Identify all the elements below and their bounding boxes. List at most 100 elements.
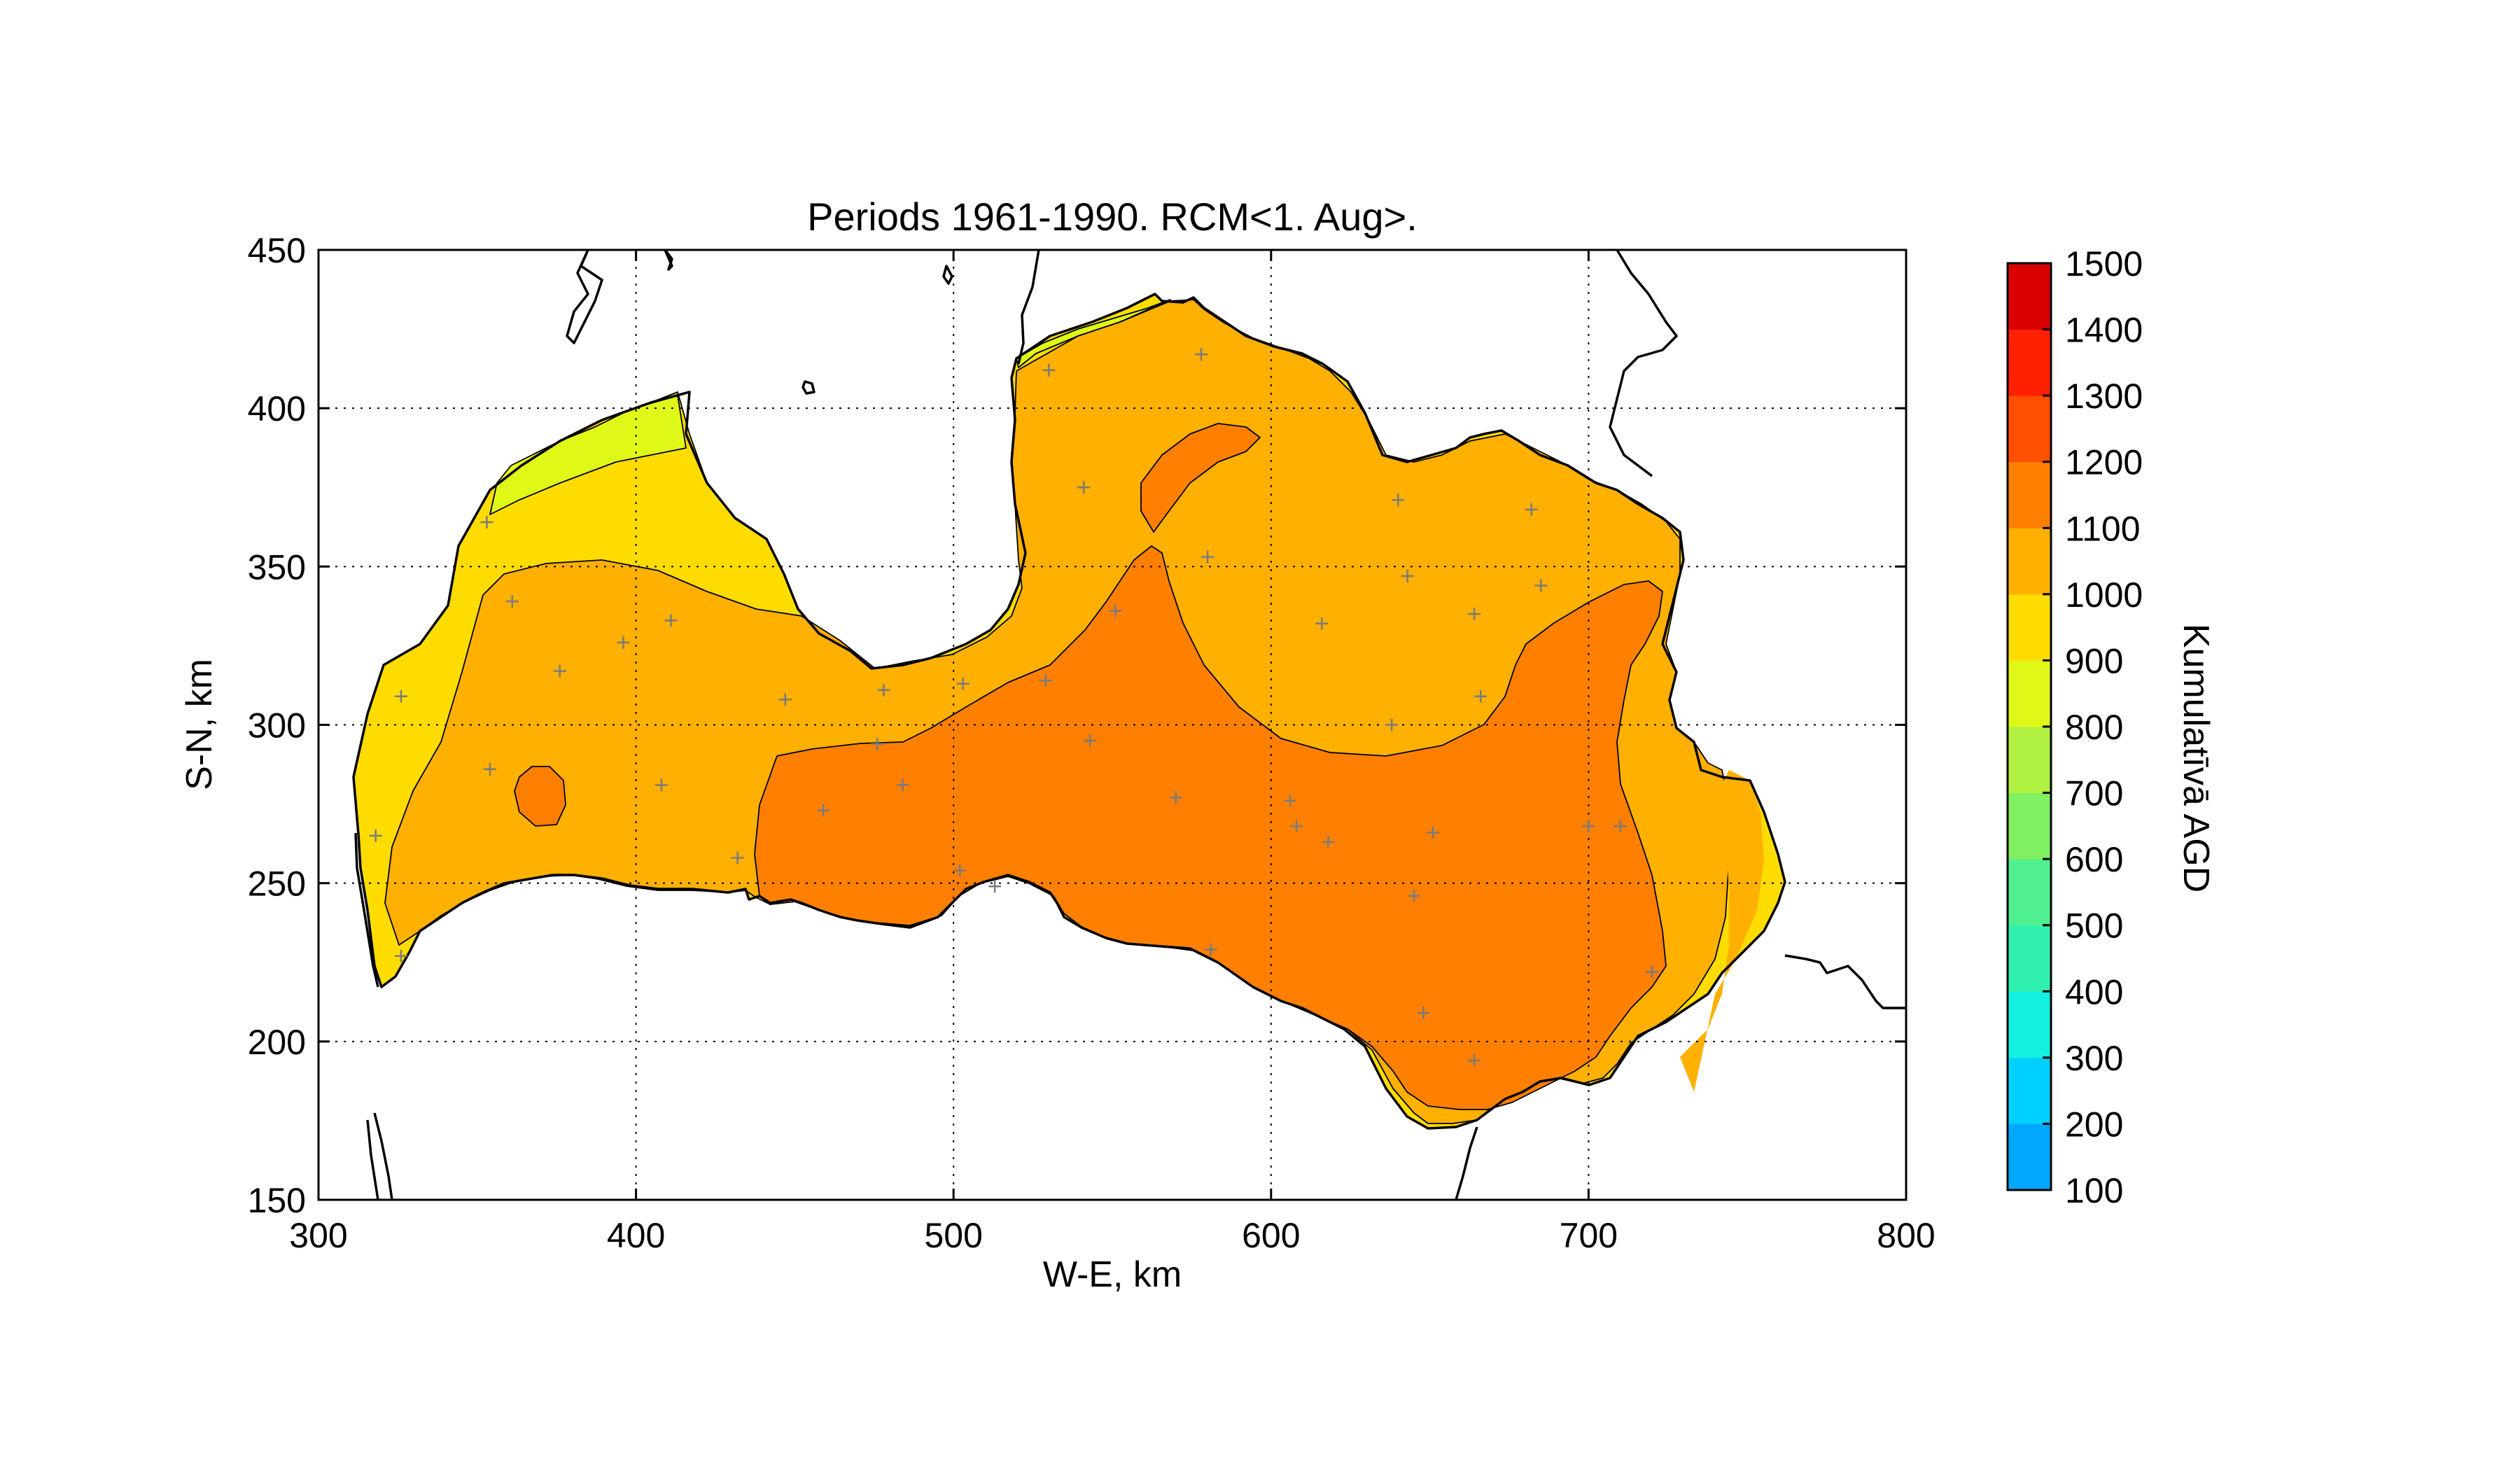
x-tick-label-3: 600	[1242, 1216, 1300, 1255]
station-marker-22	[1201, 550, 1214, 564]
colorbar-tick-label-12: 1300	[2065, 377, 2143, 416]
station-marker-11	[896, 778, 909, 792]
border-russia-belarus	[1784, 954, 1906, 1009]
station-marker-29	[1392, 493, 1405, 507]
colorbar-segment-600-700	[2008, 792, 2051, 860]
colorbar-segment-1200-1300	[2008, 396, 2051, 463]
station-marker-34	[1468, 608, 1481, 621]
station-marker-19	[1109, 604, 1122, 617]
colorbar-tick-label-5: 600	[2065, 840, 2123, 879]
colorbar-segment-500-600	[2008, 859, 2051, 926]
plot-area	[318, 250, 1906, 1200]
y-tick-label-4: 350	[248, 547, 306, 587]
colorbar-segment-1300-1400	[2008, 329, 2051, 396]
station-marker-14	[988, 880, 1002, 893]
y-tick-label-3: 300	[248, 706, 306, 746]
colorbar-segment-900-1000	[2008, 594, 2051, 661]
y-axis-label: S-N, km	[179, 659, 220, 790]
contour-region-1100-1200-west-island	[514, 766, 566, 827]
x-tick-label-2: 500	[924, 1216, 982, 1255]
coastline-estonia-east	[1609, 250, 1678, 477]
colorbar-segment-1000-1100	[2008, 528, 2051, 595]
station-marker-16	[1042, 363, 1056, 377]
chart-title: Periods 1961-1990. RCM<1. Aug>.	[807, 195, 1418, 239]
colorbar-tick-label-13: 1400	[2065, 311, 2143, 350]
station-marker-4	[654, 778, 668, 792]
coastlines	[354, 250, 1906, 1200]
station-marker-8	[817, 804, 830, 817]
station-marker-17	[1077, 481, 1091, 494]
station-marker-27	[1322, 835, 1335, 848]
station-marker-0	[505, 595, 519, 608]
colorbar-tick-label-14: 1500	[2065, 244, 2143, 284]
coastline-island-small	[664, 250, 673, 271]
station-marker-3	[664, 614, 678, 627]
colorbar-segment-200-300	[2008, 1057, 2051, 1124]
station-marker-21	[1195, 348, 1208, 361]
station-marker-20	[1169, 791, 1182, 804]
colorbar-tick-label-10: 1100	[2065, 509, 2141, 548]
coastline-saaremaa	[566, 250, 603, 344]
contour-fills	[353, 293, 1786, 1129]
station-marker-26	[1315, 617, 1329, 630]
station-marker-13	[956, 677, 969, 690]
y-tick-label-1: 200	[248, 1023, 306, 1062]
y-tick-label-0: 150	[248, 1181, 306, 1220]
border-lithuania-south	[1455, 1126, 1478, 1200]
station-marker-18	[1084, 734, 1097, 748]
station-marker-30	[1401, 569, 1414, 582]
coastline-estonia-west	[1017, 250, 1040, 365]
coastline-curonian	[366, 1112, 393, 1200]
colorbar-segment-800-900	[2008, 660, 2051, 727]
latvia-outline	[352, 293, 1786, 1130]
colorbar-segment-300-400	[2008, 991, 2051, 1058]
colorbar-segment-1400-1500	[2008, 263, 2051, 330]
station-marker-23	[1204, 943, 1217, 956]
coastline-latvia-west	[354, 832, 379, 988]
station-marker-45	[480, 516, 493, 529]
station-marker-10	[877, 683, 890, 696]
station-marker-5	[483, 762, 496, 776]
station-marker-35	[1468, 1054, 1481, 1067]
colorbar-tick-label-8: 900	[2065, 641, 2123, 680]
station-marker-9	[871, 737, 884, 750]
station-marker-38	[1534, 579, 1548, 592]
station-marker-37	[1525, 503, 1538, 516]
station-marker-39	[1582, 820, 1595, 833]
colorbar-label: Kumulatīvā AGD	[2176, 624, 2216, 892]
colorbar-tick-label-4: 500	[2065, 906, 2123, 946]
station-marker-25	[1290, 820, 1303, 833]
y-tick-label-2: 250	[248, 864, 306, 904]
station-marker-12	[953, 864, 967, 877]
colorbar-tick-label-6: 700	[2065, 774, 2123, 813]
colorbar-segment-400-500	[2008, 925, 2051, 992]
station-markers	[369, 348, 1659, 1067]
y-tick-label-6: 450	[248, 231, 306, 270]
contour-region-1100-1200-south-east-band	[1680, 770, 1764, 1092]
colorbar: 100 200 300 400 500 600 700 800 900 1000 1100 1200 1…	[2006, 244, 2143, 1210]
station-marker-24	[1284, 794, 1297, 808]
station-marker-33	[1427, 826, 1440, 839]
station-marker-28	[1385, 718, 1399, 732]
colorbar-tick-label-1: 200	[2065, 1105, 2123, 1144]
colorbar-segment-700-800	[2008, 727, 2051, 794]
x-axis-ticks: 300 400 500 600 700 800	[289, 250, 1935, 1255]
station-marker-1	[553, 664, 566, 678]
station-marker-42	[394, 949, 407, 962]
station-marker-32	[1417, 1007, 1430, 1020]
station-marker-36	[1474, 690, 1488, 703]
y-tick-label-5: 400	[248, 389, 306, 428]
colorbar-tick-label-0: 100	[2065, 1171, 2123, 1210]
coastline-island-dot	[942, 265, 953, 285]
x-tick-label-0: 300	[289, 1216, 347, 1255]
station-marker-44	[394, 690, 407, 703]
colorbar-segment-100-200	[2008, 1124, 2051, 1191]
colorbar-tick-label-11: 1200	[2065, 443, 2143, 482]
station-marker-41	[1646, 965, 1659, 979]
x-tick-label-4: 700	[1560, 1216, 1618, 1255]
x-tick-label-1: 400	[607, 1216, 665, 1255]
y-axis-ticks: 150 200 250 300 350 400 450	[248, 231, 1906, 1220]
station-marker-43	[369, 829, 382, 842]
contour-region-1200-1300-north-island	[1140, 423, 1261, 533]
